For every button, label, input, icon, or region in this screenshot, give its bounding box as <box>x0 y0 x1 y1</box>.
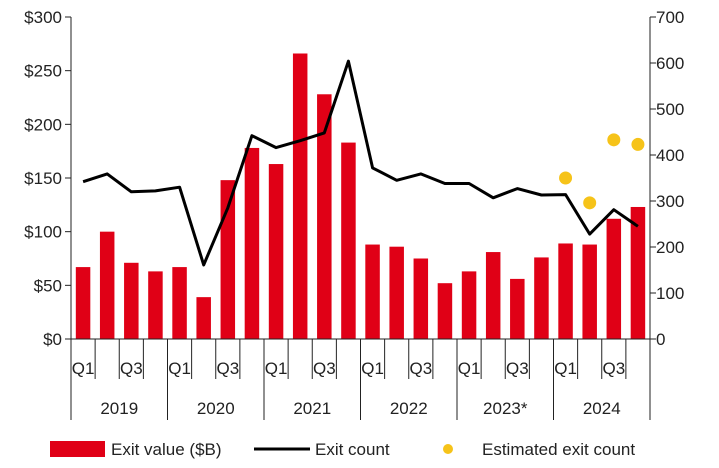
left-tick-label: $100 <box>24 223 62 242</box>
quarter-label: Q3 <box>409 359 432 378</box>
quarter-label: Q1 <box>458 359 481 378</box>
exit-value-bar <box>462 271 477 339</box>
exit-value-bar <box>582 245 597 339</box>
year-label: 2023* <box>483 399 528 418</box>
legend: Exit value ($B) Exit count Estimated exit … <box>50 440 635 459</box>
exit-value-bar <box>534 257 549 339</box>
quarter-label: Q3 <box>602 359 625 378</box>
exit-value-bar <box>148 271 163 339</box>
left-tick-label: $250 <box>24 62 62 81</box>
legend-label-exit-count: Exit count <box>315 440 390 459</box>
left-tick-label: $0 <box>43 330 62 349</box>
legend-label-estimated-exit-count: Estimated exit count <box>482 440 635 459</box>
bars-layer <box>76 53 645 339</box>
right-tick-label: 100 <box>656 284 684 303</box>
exit-value-bar <box>558 243 573 339</box>
exit-value-bar <box>486 252 501 339</box>
exit-value-bar <box>389 247 404 339</box>
exit-value-bar <box>510 279 525 339</box>
exit-value-bar <box>100 232 115 339</box>
quarter-label: Q3 <box>506 359 529 378</box>
estimated-exit-count-dot <box>583 196 596 209</box>
exit-value-bar <box>438 283 453 339</box>
exit-value-bar <box>293 53 308 339</box>
line-layer <box>83 61 638 265</box>
exit-value-bar <box>172 267 187 339</box>
legend-label-exit-value: Exit value ($B) <box>111 440 222 459</box>
quarter-label: Q1 <box>554 359 577 378</box>
left-tick-label: $300 <box>24 8 62 27</box>
quarter-label: Q3 <box>216 359 239 378</box>
estimated-exit-count-dot <box>631 138 644 151</box>
quarter-label: Q3 <box>313 359 336 378</box>
left-tick-label: $150 <box>24 169 62 188</box>
right-tick-label: 0 <box>656 330 665 349</box>
right-tick-label: 300 <box>656 192 684 211</box>
dots-layer <box>559 133 644 209</box>
year-label: 2024 <box>583 399 621 418</box>
quarter-label: Q3 <box>120 359 143 378</box>
quarter-label: Q1 <box>168 359 191 378</box>
exit-value-bar <box>631 207 646 339</box>
estimated-exit-count-dot <box>559 172 572 185</box>
right-tick-label: 600 <box>656 54 684 73</box>
right-tick-label: 400 <box>656 146 684 165</box>
exit-value-bar <box>245 148 260 339</box>
exit-value-bar <box>607 219 622 339</box>
exit-value-bar <box>341 143 356 339</box>
exit-value-bar <box>196 297 211 339</box>
legend-swatch-exit-value <box>50 441 105 457</box>
estimated-exit-count-dot <box>607 133 620 146</box>
right-tick-label: 700 <box>656 8 684 27</box>
exit-value-bar <box>76 267 91 339</box>
legend-swatch-estimated-exit-count <box>443 444 453 454</box>
right-tick-label: 500 <box>656 100 684 119</box>
quarter-label: Q1 <box>265 359 288 378</box>
year-label: 2021 <box>293 399 331 418</box>
exit-value-bar <box>365 245 380 339</box>
year-label: 2022 <box>390 399 428 418</box>
year-label: 2020 <box>197 399 235 418</box>
left-tick-label: $200 <box>24 115 62 134</box>
right-tick-label: 200 <box>656 238 684 257</box>
exit-value-bar <box>414 259 429 340</box>
quarter-label: Q1 <box>72 359 95 378</box>
exit-value-bar <box>269 164 284 339</box>
exit-value-bar <box>124 263 139 339</box>
exit-count-line <box>83 61 638 265</box>
left-tick-label: $50 <box>34 276 62 295</box>
year-label: 2019 <box>100 399 138 418</box>
quarter-label: Q1 <box>361 359 384 378</box>
